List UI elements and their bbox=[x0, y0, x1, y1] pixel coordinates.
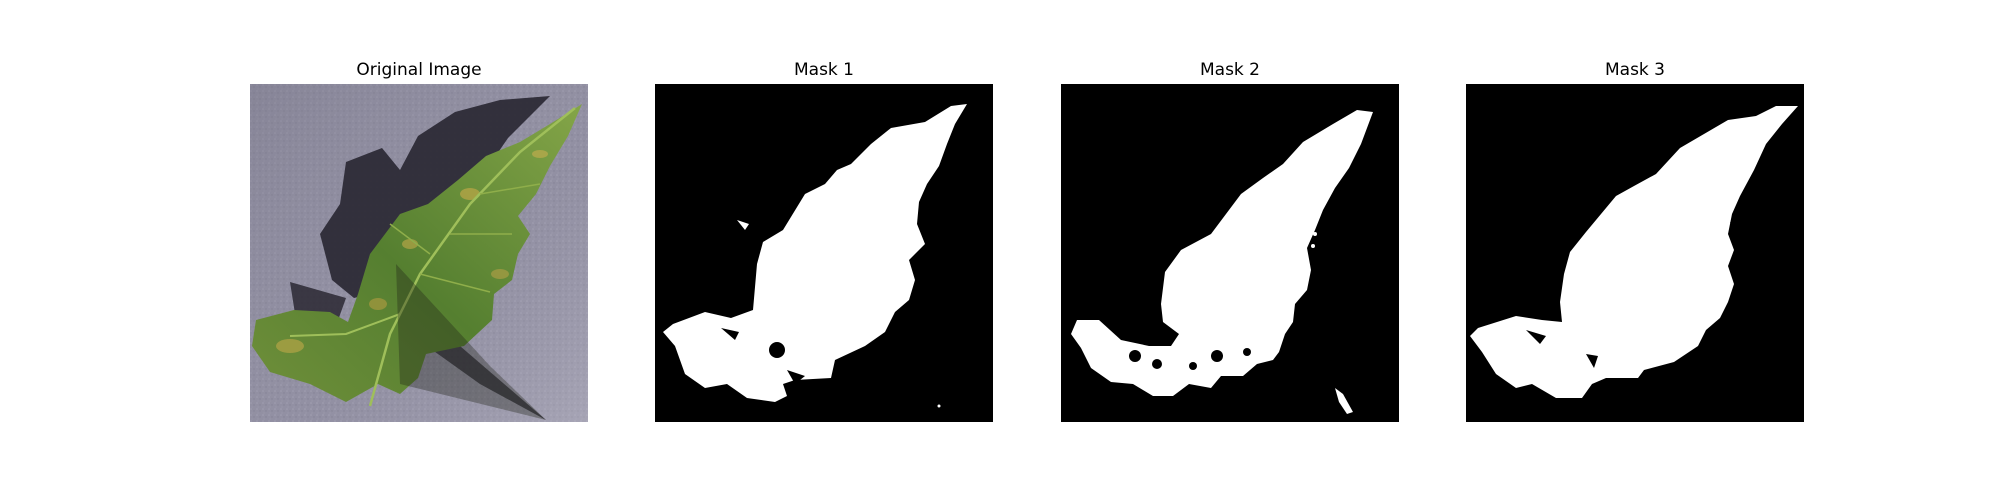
mask-3-image bbox=[1466, 84, 1804, 422]
mask-1-image bbox=[655, 84, 993, 422]
original-leaf-image bbox=[250, 84, 588, 422]
original-image-title: Original Image bbox=[356, 60, 482, 80]
mask-3-title: Mask 3 bbox=[1604, 60, 1665, 80]
mask-3-panel: Mask 3 bbox=[1466, 0, 1804, 500]
original-image-panel: Original Image bbox=[250, 0, 588, 500]
mask-2-image bbox=[1061, 84, 1399, 422]
mask-1-panel: Mask 1 bbox=[655, 0, 993, 500]
mask-2-panel: Mask 2 bbox=[1061, 0, 1399, 500]
mask-1-title: Mask 1 bbox=[793, 60, 854, 80]
mask-2-title: Mask 2 bbox=[1199, 60, 1260, 80]
